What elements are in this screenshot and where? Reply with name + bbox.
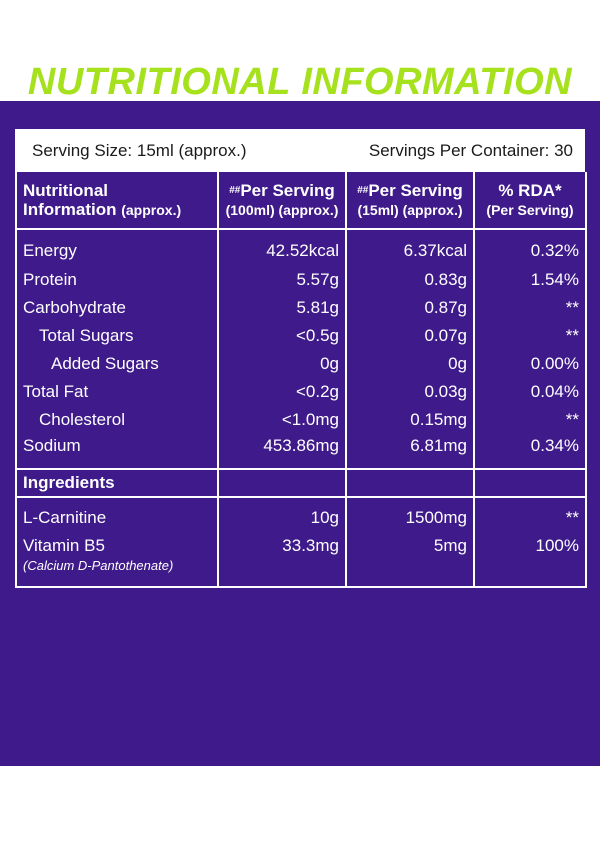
ingredient-name: Vitamin B5 (Calcium D-Pantothenate) [15, 532, 219, 588]
value-per-100ml: 42.52kcal [217, 229, 347, 266]
table-row: Total Sugars <0.5g 0.07g ** [15, 322, 587, 350]
header-per-serving-15ml: ##Per Serving (15ml) (approx.) [345, 172, 475, 230]
page-title: NUTRITIONAL INFORMATION [27, 61, 573, 103]
value-per-100ml: 5.81g [217, 294, 347, 322]
nutrient-name: Protein [15, 266, 219, 294]
table-row: Total Fat <0.2g 0.03g 0.04% [15, 378, 587, 406]
nutrient-name: Total Sugars [15, 322, 219, 350]
value-per-15ml: 6.81mg [345, 434, 475, 469]
nutrient-name: Carbohydrate [15, 294, 219, 322]
nutrient-name: Cholesterol [15, 406, 219, 434]
ingredient-subname: (Calcium D-Pantothenate) [23, 558, 174, 573]
value-rda: ** [473, 497, 587, 532]
value-per-100ml: <0.2g [217, 378, 347, 406]
header-nutritional-information: Nutritional Information (approx.) [15, 172, 219, 230]
nutrient-name: Total Fat [15, 378, 219, 406]
table-row: Sodium 453.86mg 6.81mg 0.34% [15, 434, 587, 469]
table-row: Cholesterol <1.0mg 0.15mg ** [15, 406, 587, 434]
value-per-100ml: <1.0mg [217, 406, 347, 434]
value-per-100ml: 33.3mg [217, 532, 347, 588]
value-per-15ml: 1500mg [345, 497, 475, 532]
value-rda: 0.00% [473, 350, 587, 378]
value-per-15ml: 0.15mg [345, 406, 475, 434]
serving-size: Serving Size: 15ml (approx.) [32, 141, 247, 160]
value-rda: 0.04% [473, 378, 587, 406]
value-rda: 1.54% [473, 266, 587, 294]
table-row: L-Carnitine 10g 1500mg ** [15, 497, 587, 532]
ingredients-header-row: Ingredients [15, 468, 587, 498]
header-rda: % RDA* (Per Serving) [473, 172, 587, 230]
value-per-15ml: 5mg [345, 532, 475, 588]
table-row: Energy 42.52kcal 6.37kcal 0.32% [15, 229, 587, 266]
value-rda: 0.34% [473, 434, 587, 469]
value-per-15ml: 0.03g [345, 378, 475, 406]
nutrient-name: Added Sugars [15, 350, 219, 378]
value-per-15ml: 0.07g [345, 322, 475, 350]
value-rda: ** [473, 322, 587, 350]
value-per-100ml: 5.57g [217, 266, 347, 294]
value-per-15ml: 0.83g [345, 266, 475, 294]
serving-bar: Serving Size: 15ml (approx.) Servings Pe… [15, 129, 585, 172]
table-header-row: Nutritional Information (approx.) ##Per … [15, 172, 587, 230]
value-rda: ** [473, 406, 587, 434]
value-per-15ml: 6.37kcal [345, 229, 475, 266]
table-row: Carbohydrate 5.81g 0.87g ** [15, 294, 587, 322]
value-per-100ml: 0g [217, 350, 347, 378]
value-rda: 100% [473, 532, 587, 588]
servings-per-container: Servings Per Container: 30 [368, 141, 573, 160]
nutrient-name: Energy [15, 229, 219, 266]
value-per-100ml: 10g [217, 497, 347, 532]
table-row: Vitamin B5 (Calcium D-Pantothenate) 33.3… [15, 532, 587, 588]
ingredient-name: L-Carnitine [15, 497, 219, 532]
value-per-15ml: 0g [345, 350, 475, 378]
nutrient-name: Sodium [15, 434, 219, 469]
value-rda: ** [473, 294, 587, 322]
value-rda: 0.32% [473, 229, 587, 266]
ingredients-label: Ingredients [15, 468, 219, 498]
value-per-100ml: 453.86mg [217, 434, 347, 469]
table-row: Protein 5.57g 0.83g 1.54% [15, 266, 587, 294]
table-row: Added Sugars 0g 0g 0.00% [15, 350, 587, 378]
value-per-100ml: <0.5g [217, 322, 347, 350]
header-per-serving-100ml: ##Per Serving (100ml) (approx.) [217, 172, 347, 230]
nutrition-table: Nutritional Information (approx.) ##Per … [15, 172, 587, 588]
value-per-15ml: 0.87g [345, 294, 475, 322]
